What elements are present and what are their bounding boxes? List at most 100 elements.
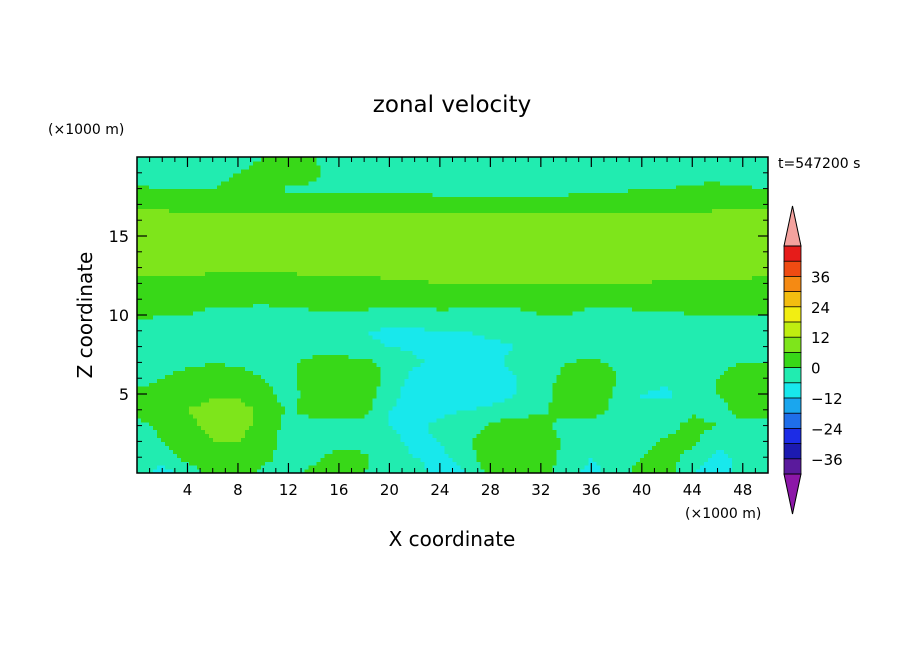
field-cell: [760, 429, 765, 435]
field-cell: [168, 390, 174, 395]
field-cell: [344, 370, 350, 375]
field-cell: [680, 429, 685, 435]
field-cell: [316, 366, 322, 371]
field-cell: [304, 346, 310, 352]
field-cell: [360, 366, 366, 371]
field-cell: [428, 346, 434, 352]
field-cell: [572, 433, 577, 439]
field-cell: [364, 370, 370, 375]
field-cell: [236, 374, 242, 379]
field-cell: [724, 405, 729, 411]
field-cell: [600, 401, 605, 407]
field-cell: [648, 350, 653, 356]
field-cell: [480, 453, 486, 458]
field-cell: [420, 358, 426, 363]
field-cell: [320, 421, 326, 427]
field-cell: [596, 417, 601, 423]
field-cell: [492, 409, 498, 415]
field-cell: [284, 394, 290, 399]
field-cell: [728, 429, 733, 435]
field-cell: [224, 382, 230, 387]
field-cell: [380, 429, 386, 435]
field-cell: [712, 405, 717, 411]
field-cell: [436, 469, 442, 473]
field-cell: [656, 354, 661, 360]
field-cell: [152, 429, 158, 435]
field-cell: [468, 370, 474, 375]
field-cell: [676, 461, 681, 466]
field-cell: [708, 417, 713, 423]
field-cell: [720, 386, 725, 391]
field-cell: [192, 441, 198, 446]
field-cell: [544, 433, 549, 439]
field-cell: [532, 461, 537, 466]
field-cell: [640, 453, 645, 458]
field-cell: [452, 417, 458, 423]
field-cell: [188, 413, 194, 419]
field-cell: [148, 417, 154, 423]
field-cell: [180, 394, 186, 399]
field-cell: [728, 390, 733, 395]
field-cell: [356, 350, 362, 356]
field-cell: [168, 394, 174, 399]
field-cell: [336, 421, 342, 427]
field-cell: [316, 358, 322, 363]
field-cell: [468, 354, 474, 360]
field-cell: [364, 461, 370, 466]
field-cell: [228, 417, 234, 423]
field-cell: [396, 457, 402, 462]
field-cell: [160, 429, 166, 435]
field-cell: [636, 469, 641, 473]
field-cell: [256, 362, 262, 367]
field-cell: [200, 397, 206, 403]
field-cell: [352, 425, 358, 431]
field-cell: [444, 370, 450, 375]
field-cell: [168, 421, 174, 427]
field-cell: [636, 397, 641, 403]
field-cell: [184, 397, 190, 403]
field-cell: [384, 469, 390, 473]
field-cell: [576, 445, 581, 450]
field-cell: [288, 350, 294, 356]
field-cell: [320, 425, 326, 431]
field-cell: [524, 437, 529, 442]
field-cell: [624, 370, 629, 375]
field-cell: [208, 401, 214, 407]
field-cell: [364, 413, 370, 419]
field-cell: [252, 346, 258, 352]
field-cell: [608, 461, 613, 466]
field-cell: [140, 394, 146, 399]
field-cell: [692, 397, 697, 403]
field-cell: [468, 449, 474, 454]
field-cell: [308, 366, 314, 371]
field-cell: [748, 421, 753, 427]
field-cell: [316, 433, 322, 439]
field-cell: [328, 409, 334, 415]
field-cell: [320, 405, 326, 411]
field-cell: [728, 413, 733, 419]
field-cell: [196, 457, 202, 462]
field-cell: [200, 453, 206, 458]
field-cell: [720, 453, 725, 458]
field-cell: [488, 354, 494, 360]
field-cell: [404, 441, 410, 446]
field-cell: [176, 437, 182, 442]
field-cell: [640, 397, 645, 403]
field-cell: [444, 437, 450, 442]
field-cell: [364, 350, 370, 356]
field-cell: [260, 445, 266, 450]
field-cell: [232, 390, 238, 395]
field-cell: [160, 397, 166, 403]
field-cell: [620, 417, 625, 423]
field-cell: [548, 397, 553, 403]
field-cell: [236, 350, 242, 356]
field-cell: [224, 445, 230, 450]
field-cell: [284, 386, 290, 391]
field-cell: [192, 366, 198, 371]
field-cell: [444, 441, 450, 446]
field-cell: [540, 358, 545, 363]
field-cell: [512, 390, 517, 395]
field-cell: [232, 421, 238, 427]
field-cell: [656, 453, 661, 458]
field-cell: [244, 433, 250, 439]
